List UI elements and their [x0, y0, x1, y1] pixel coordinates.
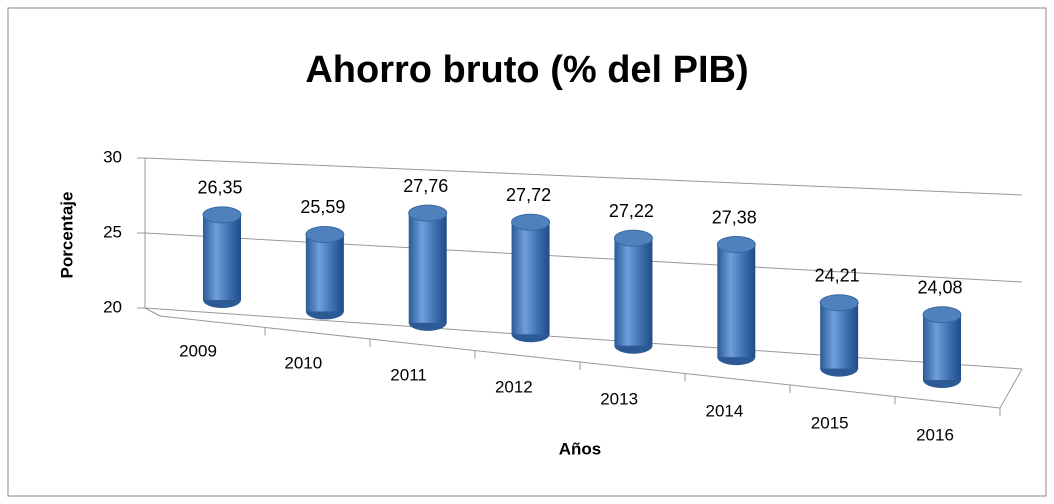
x-tick-label: 2010 — [284, 353, 322, 372]
x-tick-label: 2011 — [390, 365, 427, 384]
grid-line — [144, 307, 1023, 370]
bar — [717, 244, 756, 358]
data-label: 24,08 — [917, 277, 962, 297]
x-tick-label: 2014 — [706, 401, 744, 420]
floor-edge — [999, 368, 1023, 409]
bar — [203, 214, 241, 300]
bar-top — [819, 294, 859, 312]
x-tick-label: 2013 — [600, 389, 638, 408]
y-axis-label: Porcentaje — [57, 192, 76, 279]
bar — [511, 222, 550, 335]
y-tick-label: 25 — [103, 222, 122, 241]
data-label: 27,22 — [609, 201, 654, 221]
x-tick-label: 2009 — [179, 341, 217, 360]
grid-line — [144, 157, 1023, 196]
y-tick-label: 20 — [103, 297, 122, 316]
floor-edge — [144, 307, 161, 317]
data-label: 27,76 — [403, 176, 448, 196]
y-tick-label: 30 — [103, 147, 122, 166]
bar-top — [202, 206, 242, 224]
bar-top — [408, 204, 448, 222]
data-label: 27,72 — [506, 185, 551, 205]
bar — [305, 234, 344, 312]
chart-title: Ahorro bruto (% del PIB) — [305, 49, 748, 91]
data-label: 24,21 — [815, 266, 860, 286]
data-label: 25,59 — [300, 197, 345, 217]
bar-top — [613, 229, 653, 247]
bar-top — [511, 213, 551, 231]
bar — [408, 213, 447, 323]
x-axis-label: Años — [559, 439, 602, 458]
x-tick-label: 2012 — [495, 377, 533, 396]
bar-top — [716, 236, 756, 254]
bar — [820, 302, 859, 369]
x-tick-label: 2016 — [916, 425, 954, 444]
bar-top — [922, 306, 962, 324]
bar — [614, 238, 653, 346]
bar — [923, 314, 961, 380]
grid-line — [144, 232, 1023, 283]
bar-top — [305, 225, 345, 243]
data-label: 26,35 — [197, 178, 242, 198]
data-label: 27,38 — [712, 207, 757, 227]
x-tick-label: 2015 — [811, 413, 849, 432]
